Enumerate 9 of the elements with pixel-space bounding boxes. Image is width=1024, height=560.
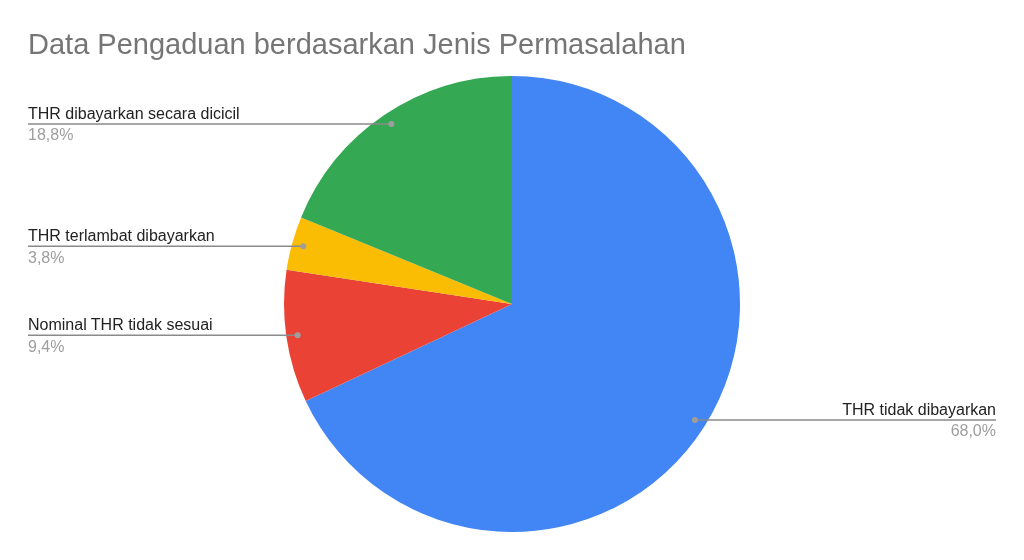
slice-label: THR terlambat dibayarkan — [28, 227, 215, 245]
slice-label: THR tidak dibayarkan — [842, 401, 996, 419]
data-label: 18,8% — [28, 126, 74, 144]
data-label: 3,8% — [28, 248, 65, 266]
slice-label: Nominal THR tidak sesuai — [28, 316, 213, 334]
data-label: 68,0% — [950, 422, 996, 440]
chart-title: Data Pengaduan berdasarkan Jenis Permasalahan — [28, 28, 686, 60]
slice-label: THR dibayarkan secara dicicil — [28, 105, 240, 123]
data-label: 9,4% — [28, 337, 65, 355]
